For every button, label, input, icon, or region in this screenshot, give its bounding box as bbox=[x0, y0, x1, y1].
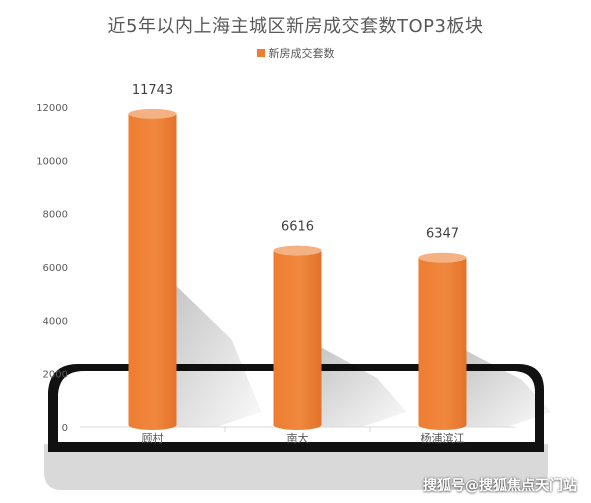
y-tick-label: 12000 bbox=[36, 103, 68, 114]
y-tick-label: 0 bbox=[62, 423, 68, 434]
y-tick-label: 8000 bbox=[43, 210, 68, 221]
watermark: 搜狐号@搜狐焦点天门站 bbox=[423, 478, 577, 494]
bar-cap bbox=[273, 245, 322, 256]
y-tick-label: 10000 bbox=[36, 156, 68, 167]
y-axis: 0 2000 4000 6000 8000 10000 12000 bbox=[36, 103, 68, 434]
bar-shadow bbox=[466, 350, 552, 427]
bars bbox=[128, 108, 467, 430]
x-tick-label: 南大 bbox=[287, 431, 309, 445]
legend-label: 新房成交套数 bbox=[268, 47, 335, 60]
frame-base bbox=[44, 444, 548, 490]
y-tick-label: 4000 bbox=[43, 316, 68, 327]
data-label: 6347 bbox=[426, 227, 459, 242]
x-tick-label: 杨浦滨江 bbox=[421, 431, 465, 445]
legend: 新房成交套数 bbox=[0, 45, 591, 61]
bar bbox=[418, 257, 467, 430]
bar-cap bbox=[128, 108, 177, 119]
chart-title: 近5年以内上海主城区新房成交套数TOP3板块 bbox=[107, 16, 484, 37]
bar bbox=[273, 250, 322, 430]
bar bbox=[128, 113, 177, 430]
legend-swatch bbox=[256, 49, 265, 57]
x-tick-label: 顾村 bbox=[142, 431, 164, 445]
bar-shadow bbox=[176, 286, 262, 427]
bar-cap bbox=[418, 252, 467, 263]
x-axis: 顾村 南大 杨浦滨江 bbox=[142, 427, 465, 445]
data-label: 6616 bbox=[281, 220, 314, 235]
data-label: 11743 bbox=[132, 83, 173, 98]
y-tick-label: 6000 bbox=[43, 263, 68, 274]
y-tick-label: 2000 bbox=[43, 370, 68, 381]
bar-shadow bbox=[321, 347, 407, 427]
bar-shadows bbox=[176, 286, 552, 427]
data-labels: 11743 6616 6347 bbox=[132, 83, 459, 242]
